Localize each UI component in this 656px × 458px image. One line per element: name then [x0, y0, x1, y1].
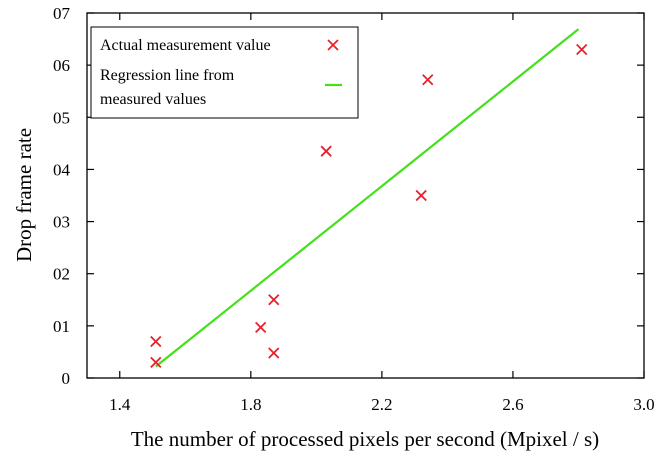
data-point	[268, 294, 280, 306]
y-tick-labels: 0 01 02 03 04 05 06 07	[53, 4, 71, 388]
marker-stroke	[576, 43, 588, 56]
marker-stroke	[268, 294, 280, 306]
legend-marker-x-glyph	[327, 39, 339, 51]
x-tick-label: 2.6	[502, 395, 523, 414]
marker-stroke	[255, 321, 267, 334]
marker-stroke	[150, 335, 162, 348]
x-tick-label: 2.2	[371, 395, 392, 414]
regression-line	[155, 28, 580, 368]
y-tick-label: 01	[53, 317, 70, 336]
data-point	[422, 74, 434, 86]
legend-label-regression-line1: Regression line from	[100, 67, 235, 84]
marker-stroke	[150, 356, 162, 368]
marker-stroke	[327, 39, 339, 51]
x-tick-labels: 1.4 1.8 2.2 2.6 3.0	[109, 395, 654, 414]
x-tick-label: 1.4	[109, 395, 131, 414]
x-axis-label: The number of processed pixels per secon…	[131, 427, 599, 451]
data-point	[320, 145, 332, 157]
legend-label-regression-line2: measured values	[100, 91, 206, 108]
legend-marker-x	[327, 39, 339, 51]
data-point	[255, 321, 267, 334]
y-tick-label: 05	[53, 108, 70, 127]
marker-stroke	[415, 189, 427, 202]
marker-stroke	[422, 74, 434, 86]
x-tick-label: 3.0	[633, 395, 654, 414]
data-point	[576, 43, 588, 56]
y-tick-label: 06	[53, 56, 70, 75]
plot-frame	[86, 12, 645, 379]
y-tick-label: 07	[53, 4, 71, 23]
y-axis-label: Drop frame rate	[12, 128, 36, 262]
data-point	[150, 335, 162, 348]
data-point	[415, 189, 427, 202]
legend: Actual measurement value Regression line…	[90, 26, 359, 119]
x-tick-label: 1.8	[240, 395, 261, 414]
marker-stroke	[268, 347, 280, 359]
y-tick-label: 04	[53, 160, 71, 179]
data-point	[268, 347, 280, 359]
legend-box	[90, 26, 359, 119]
y-tick-label: 03	[53, 213, 70, 232]
y-tick-label: 02	[53, 265, 70, 284]
series-layer	[150, 28, 588, 368]
data-point	[150, 356, 162, 368]
marker-stroke	[320, 145, 332, 157]
legend-label-measurement: Actual measurement value	[100, 37, 271, 54]
y-tick-label: 0	[62, 369, 71, 388]
